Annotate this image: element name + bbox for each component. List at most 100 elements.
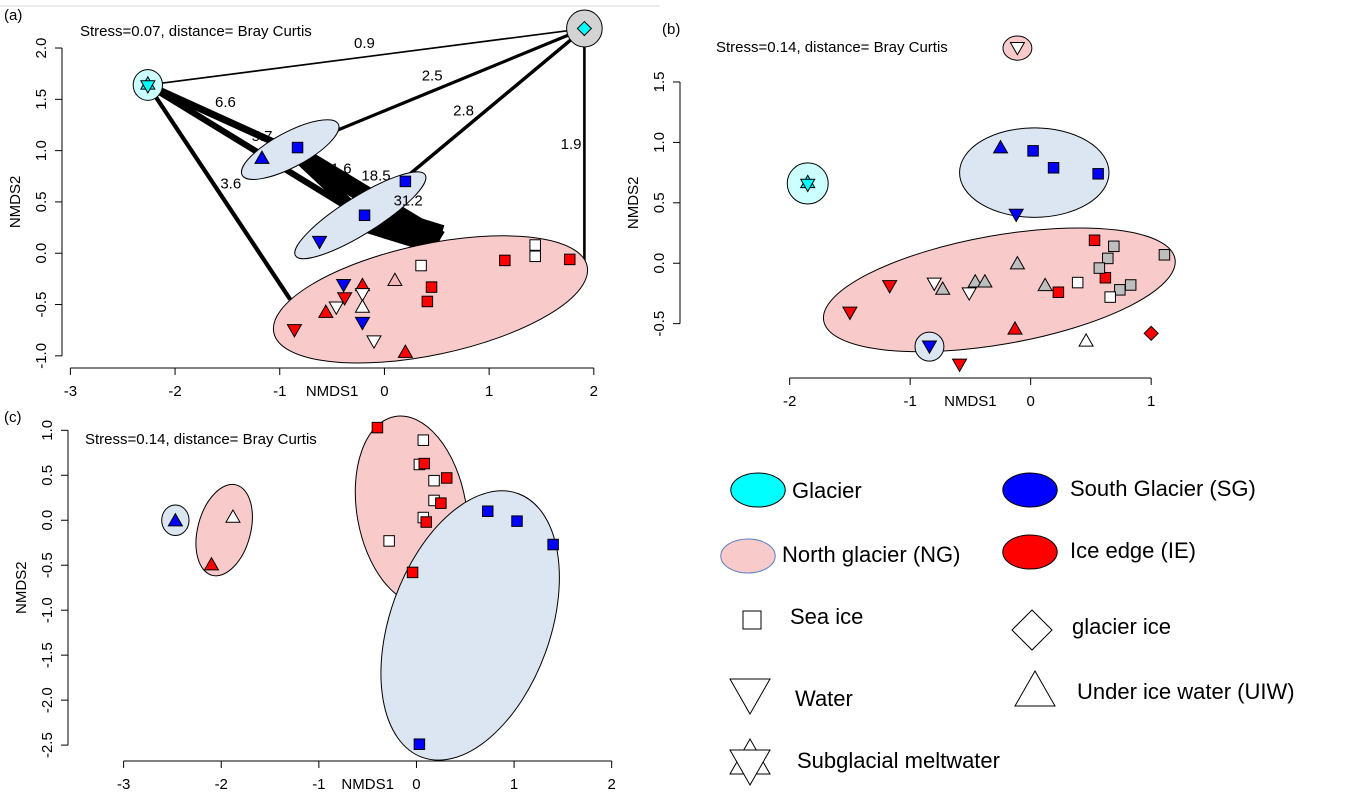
group-ellipse	[195, 483, 253, 577]
network-edge	[146, 81, 292, 153]
edge-label: 1.9	[561, 136, 582, 153]
legend-label: Ice edge (IE)	[1070, 538, 1196, 563]
data-point	[529, 250, 541, 263]
x-tick-label: -1	[273, 383, 286, 400]
y-tick-label: -2.5	[39, 732, 56, 758]
data-point	[413, 738, 426, 750]
data-point	[511, 515, 523, 527]
data-point	[951, 358, 968, 373]
y-tick-label: 0.5	[651, 192, 668, 213]
star-down	[139, 80, 156, 95]
group-ellipse	[240, 119, 340, 180]
data-point	[977, 273, 993, 288]
x-tick-label: -2	[215, 776, 228, 793]
edge-label: 11.6	[323, 160, 351, 177]
data-point	[1071, 276, 1084, 289]
legend-label: Sea ice	[790, 604, 863, 629]
data-point	[328, 301, 345, 316]
network-edge	[146, 83, 292, 301]
data-point	[881, 280, 898, 294]
data-point	[406, 566, 419, 579]
legend-label: glacier ice	[1072, 614, 1171, 639]
x-tick-label: 0	[380, 383, 388, 400]
edge-label: 2.8	[453, 102, 474, 119]
x-axis-label: NMDS1	[944, 393, 997, 410]
legend-icon	[1002, 534, 1058, 570]
data-point	[420, 516, 432, 528]
data-point	[1158, 249, 1171, 261]
data-point	[435, 497, 447, 509]
y-tick-label: -1.0	[33, 343, 50, 369]
legend-icon	[730, 472, 786, 508]
x-tick-label: -2	[783, 393, 796, 410]
data-point	[167, 512, 184, 527]
data-point	[421, 295, 434, 308]
data-point	[921, 340, 938, 355]
data-point	[317, 304, 334, 318]
x-tick-label: -3	[64, 383, 77, 400]
y-tick-label: -1.5	[39, 642, 56, 668]
data-point	[415, 259, 427, 272]
x-tick-label: -1	[312, 776, 325, 793]
data-point	[387, 272, 403, 287]
x-tick-label: -2	[168, 383, 181, 400]
legend-icon	[729, 678, 771, 716]
y-tick-label: 0.5	[33, 192, 50, 213]
data-point	[481, 505, 494, 517]
data-point	[529, 239, 541, 251]
data-point	[799, 174, 816, 193]
data-point	[1088, 234, 1101, 247]
data-point	[563, 253, 576, 266]
data-point	[203, 556, 220, 571]
data-point	[428, 474, 440, 487]
data-point	[1052, 286, 1065, 298]
x-tick-label: 0	[412, 776, 420, 793]
data-point	[499, 254, 511, 267]
panel-label: (b)	[662, 21, 680, 38]
group-ellipse	[380, 490, 560, 761]
legend-label: North glacier (NG)	[782, 542, 960, 567]
y-tick-label: 0.0	[39, 510, 56, 531]
x-tick-label: 0	[1026, 393, 1034, 410]
data-point	[1104, 291, 1116, 303]
stress-annotation: Stress=0.14, distance= Bray Curtis	[716, 39, 948, 56]
x-tick-label: -3	[117, 776, 130, 793]
data-point	[1108, 240, 1120, 253]
legend-icon	[1014, 669, 1056, 707]
data-point	[1078, 332, 1094, 347]
legend-label: Under ice water (UIW)	[1077, 679, 1295, 704]
y-axis-label: NMDS2	[13, 561, 30, 614]
stress-annotation: Stress=0.07, distance= Bray Curtis	[80, 23, 312, 40]
network-edge	[147, 27, 585, 86]
panel-label: (c)	[4, 409, 22, 426]
y-axis-label: NMDS2	[625, 177, 642, 230]
stress-annotation: Stress=0.14, distance= Bray Curtis	[85, 431, 317, 448]
data-point	[1143, 325, 1159, 342]
data-point	[1008, 208, 1025, 223]
edge-label: 3.6	[220, 175, 241, 192]
data-point	[358, 209, 371, 222]
data-point	[139, 75, 156, 95]
data-point	[576, 20, 593, 37]
network-edge	[146, 82, 362, 218]
legend-label: South Glacier (SG)	[1070, 476, 1256, 501]
y-tick-label: 1.0	[39, 420, 56, 441]
data-point	[225, 508, 241, 523]
data-point	[1009, 42, 1026, 56]
y-tick-label: -1.0	[39, 597, 56, 623]
legend-label: Subglacial meltwater	[797, 748, 1000, 773]
y-tick-label: -0.5	[39, 552, 56, 578]
data-point	[354, 316, 371, 331]
data-point	[354, 298, 371, 313]
legend-icon	[1011, 609, 1053, 651]
data-point	[1047, 162, 1060, 174]
data-point	[254, 150, 270, 164]
data-point	[842, 306, 858, 321]
edge-label: 18.5	[361, 168, 390, 185]
legend-label: Glacier	[792, 478, 862, 503]
data-point	[291, 141, 304, 154]
data-point	[336, 292, 353, 307]
data-point	[366, 335, 382, 350]
